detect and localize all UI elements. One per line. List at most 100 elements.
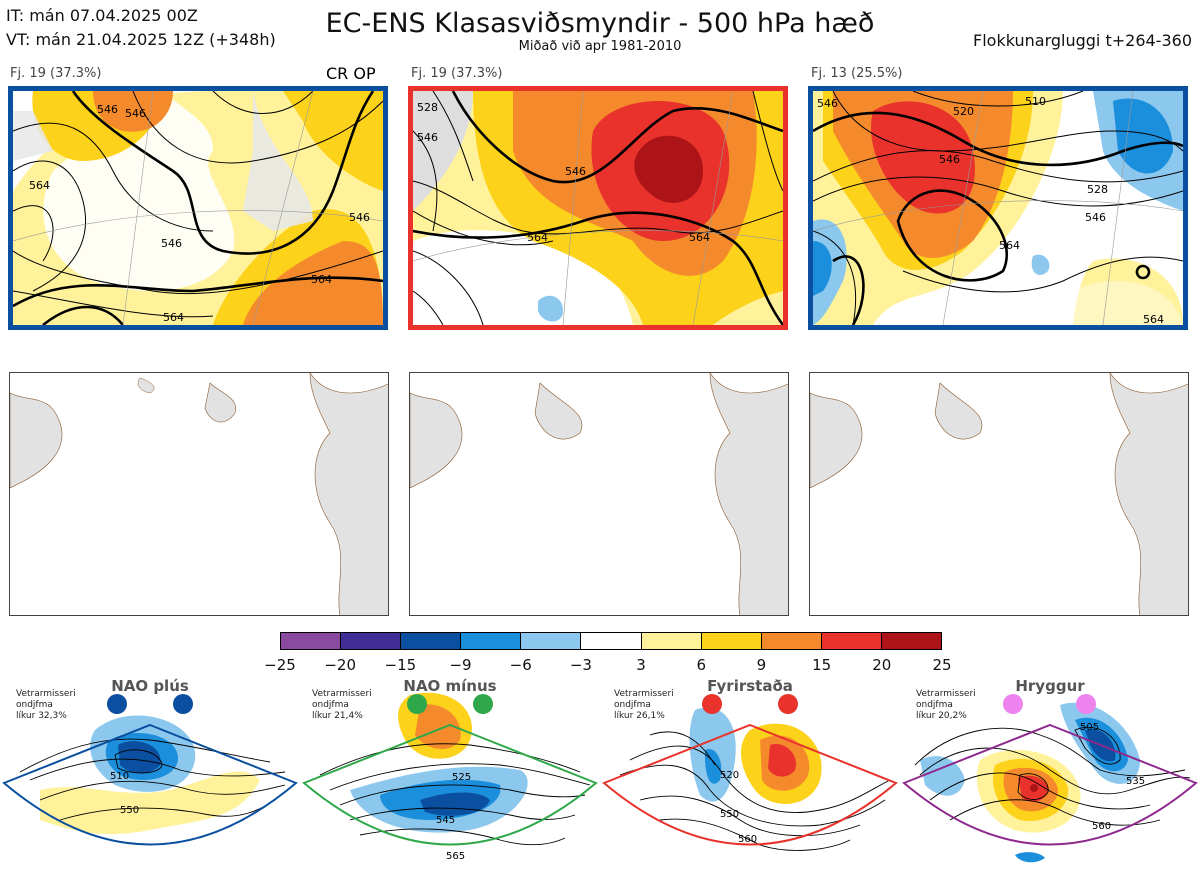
cl3-contour-label-5: 528 <box>1087 183 1108 196</box>
panel-1-label: Fj. 19 (37.3%) <box>10 66 102 81</box>
regime-3-title: Fyrirstaða <box>707 677 793 695</box>
cl3-contour-label-8: 564 <box>1143 313 1164 325</box>
r4-contour-label-2: 535 <box>1126 776 1145 787</box>
colorbar-tick-label: −6 <box>509 656 532 674</box>
r4-dot-1 <box>1003 694 1023 714</box>
empty-map-1 <box>9 372 389 616</box>
colorbar-segment <box>641 633 702 649</box>
colorbar-tick-label: 6 <box>696 656 707 674</box>
header-info: IT: mán 07.04.2025 00Z VT: mán 21.04.202… <box>6 4 276 52</box>
regime-nao-minus: 525 545 565 <box>300 680 600 871</box>
regime-ridge-graphic: 505 535 560 <box>902 694 1198 863</box>
cl3-contour-label-3: 510 <box>1025 95 1046 108</box>
colorbar-segment <box>821 633 882 649</box>
colorbar-segment <box>701 633 762 649</box>
colorbar <box>280 632 942 650</box>
regime-2-title: NAO mínus <box>403 677 497 695</box>
cluster-map-1: 546 546 564 546 546 564 564 <box>8 86 388 330</box>
colorbar-segment <box>281 633 342 649</box>
cl3-contour-label-6: 546 <box>1085 211 1106 224</box>
r3-contour-label-1: 520 <box>720 770 739 781</box>
cl3-contour-label-1: 546 <box>817 97 838 110</box>
colorbar-tick-label: 20 <box>872 656 892 674</box>
r2-contour-label-1: 525 <box>452 772 471 783</box>
r3-dot-1 <box>702 694 722 714</box>
colorbar-segment <box>341 633 402 649</box>
cl2-contour-label-1: 528 <box>417 101 438 114</box>
cluster-map-2-graphic: 528 546 546 564 564 <box>413 91 783 325</box>
colorbar-segment <box>401 633 462 649</box>
regime-nao-minus-graphic: 525 545 565 <box>302 692 598 862</box>
r1-dot-1 <box>107 694 127 714</box>
r1-dot-2 <box>173 694 193 714</box>
regime-4-note: Vetrarmisseri ondjfma líkur 20,2% <box>916 689 976 721</box>
regime-2-note: Vetrarmisseri ondjfma líkur 21,4% <box>312 689 372 721</box>
cl3-contour-label-4: 546 <box>939 153 960 166</box>
cluster-map-3-graphic: 546 520 510 546 528 546 564 564 <box>813 91 1183 325</box>
cl1-contour-label-6: 564 <box>311 273 332 286</box>
r2-contour-label-3: 565 <box>446 851 465 862</box>
regime-nao-plus: 510 550 <box>0 680 300 871</box>
cl2-contour-label-2: 546 <box>417 131 438 144</box>
panel-1-tag: CR OP <box>326 64 376 83</box>
colorbar-tick-label: −9 <box>449 656 472 674</box>
regime-1-title: NAO plús <box>111 677 189 695</box>
colorbar-segment <box>521 633 582 649</box>
empty-map-3 <box>809 372 1189 616</box>
r3-contour-label-2: 550 <box>720 809 739 820</box>
cluster-map-2: 528 546 546 564 564 <box>408 86 788 330</box>
r2-dot-1 <box>407 694 427 714</box>
regime-4-title: Hryggur <box>1015 677 1085 695</box>
regime-ridge: 505 535 560 <box>900 680 1200 871</box>
empty-map-3-graphic <box>810 373 1188 615</box>
regime-3-note: Vetrarmisseri ondjfma líkur 26,1% <box>614 689 674 721</box>
colorbar-tick-label: −25 <box>264 656 296 674</box>
colorbar-segment <box>881 633 942 649</box>
colorbar-tick-label: 3 <box>636 656 646 674</box>
colorbar-segment <box>761 633 822 649</box>
cl1-contour-label-2: 546 <box>125 107 146 120</box>
r4-dot-2 <box>1076 694 1096 714</box>
regime-blocking-graphic: 520 550 560 <box>602 694 898 851</box>
colorbar-segment <box>581 633 642 649</box>
colorbar-tick-label: −15 <box>384 656 417 674</box>
r1-contour-label-2: 550 <box>120 805 139 816</box>
classification-window: Flokkunargluggi t+264-360 <box>973 31 1192 50</box>
cl3-contour-label-2: 520 <box>953 105 974 118</box>
r2-contour-label-2: 545 <box>436 815 455 826</box>
colorbar-tick-label: 9 <box>756 656 767 674</box>
colorbar-tick-label: 15 <box>812 656 832 674</box>
cl2-contour-label-4: 564 <box>527 231 548 244</box>
cl2-contour-label-5: 564 <box>689 231 710 244</box>
r3-dot-2 <box>778 694 798 714</box>
panel-2-label: Fj. 19 (37.3%) <box>411 66 503 81</box>
init-time: IT: mán 07.04.2025 00Z <box>6 6 198 25</box>
cl1-contour-label-4: 546 <box>161 237 182 250</box>
r1-contour-label-1: 510 <box>110 771 129 782</box>
r4-contour-label-3: 560 <box>1092 821 1111 832</box>
cl1-contour-label-7: 564 <box>163 311 184 324</box>
r4-contour-label-1: 505 <box>1080 722 1099 733</box>
empty-map-1-graphic <box>10 373 388 615</box>
cluster-map-1-graphic: 546 546 564 546 546 564 564 <box>13 91 383 325</box>
cl1-contour-label-3: 564 <box>29 179 50 192</box>
regime-1-note: Vetrarmisseri ondjfma líkur 32,3% <box>16 689 76 721</box>
cl2-contour-label-3: 546 <box>565 165 586 178</box>
colorbar-tick-label: −3 <box>569 656 592 674</box>
cl3-contour-label-7: 564 <box>999 239 1020 252</box>
colorbar-tick-label: −20 <box>324 656 356 674</box>
empty-map-2-graphic <box>410 373 788 615</box>
valid-time: VT: mán 21.04.2025 12Z (+348h) <box>6 30 276 49</box>
cl1-contour-label-1: 546 <box>97 103 118 116</box>
page-title: EC-ENS Klasasviðsmyndir - 500 hPa hæð <box>325 8 875 39</box>
r3-contour-label-3: 560 <box>738 834 757 845</box>
regime-blocking: 520 550 560 <box>600 680 900 871</box>
colorbar-tick-label: 25 <box>932 656 952 674</box>
empty-map-2 <box>409 372 789 616</box>
r2-dot-2 <box>473 694 493 714</box>
page-subtitle: Miðað við apr 1981-2010 <box>518 39 682 54</box>
regime-nao-plus-graphic: 510 550 <box>2 694 298 846</box>
panel-3-label: Fj. 13 (25.5%) <box>811 66 903 81</box>
colorbar-segment <box>461 633 522 649</box>
cluster-map-3: 546 520 510 546 528 546 564 564 <box>808 86 1188 330</box>
